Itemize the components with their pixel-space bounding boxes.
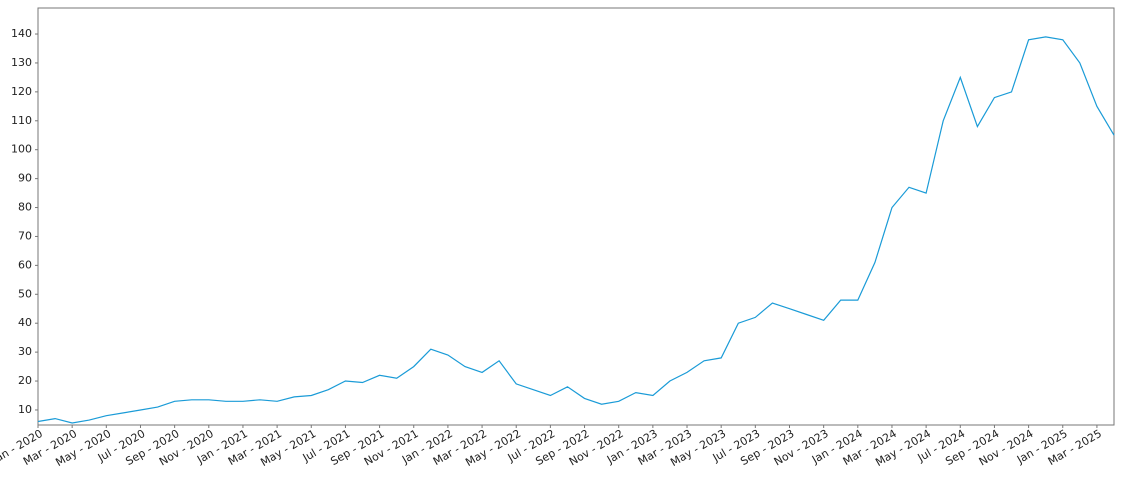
plot-frame [37, 7, 1115, 426]
y-tick-label: 60 [18, 258, 32, 271]
y-tick-label: 20 [18, 374, 32, 387]
y-tick-label: 130 [11, 56, 32, 69]
y-tick-label: 30 [18, 345, 32, 358]
y-tick-label: 10 [18, 403, 32, 416]
y-tick-label: 140 [11, 27, 32, 40]
y-tick-label: 40 [18, 316, 32, 329]
y-tick-label: 90 [18, 172, 32, 185]
y-tick-label: 120 [11, 85, 32, 98]
price-line [37, 36, 1115, 424]
y-tick-label: 70 [18, 229, 32, 242]
y-tick-label: 110 [11, 114, 32, 127]
y-tick-label: 100 [11, 143, 32, 156]
y-tick-label: 80 [18, 201, 32, 214]
y-tick-label: 50 [18, 287, 32, 300]
